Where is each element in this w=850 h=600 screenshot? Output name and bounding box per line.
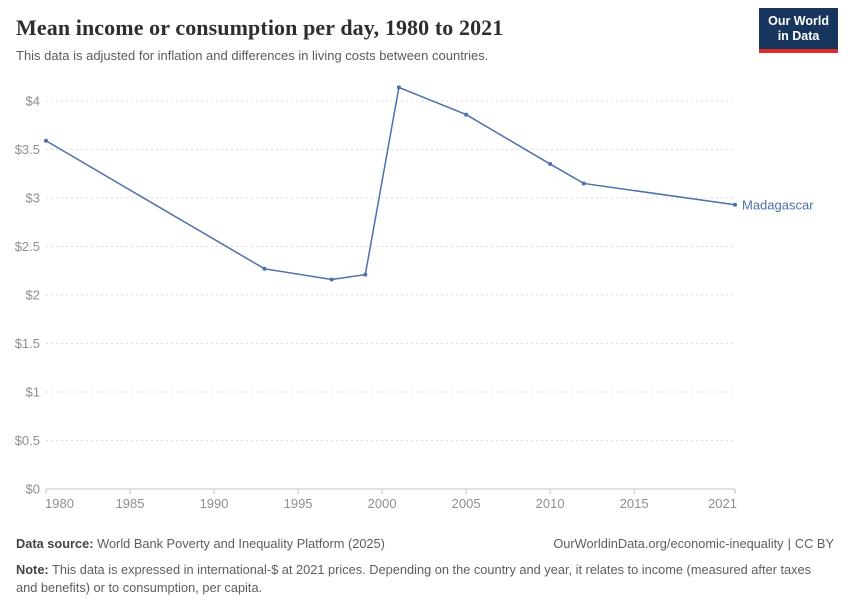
- y-tick-label: $0: [26, 482, 40, 497]
- x-tick-label: 2015: [620, 496, 649, 511]
- owid-logo: Our World in Data: [759, 8, 838, 53]
- note-text: This data is expressed in international-…: [16, 561, 812, 596]
- license-badge: CC BY: [794, 536, 834, 551]
- series-end-label: Madagascar: [742, 197, 814, 212]
- data-point: [329, 277, 334, 282]
- x-tick-label: 2000: [368, 496, 397, 511]
- data-point: [396, 85, 401, 90]
- x-tick-label: 2010: [536, 496, 565, 511]
- separator: |: [787, 536, 791, 551]
- data-source-line: Data source: World Bank Poverty and Ineq…: [16, 535, 385, 554]
- y-tick-label: $3.5: [15, 142, 40, 157]
- x-tick-label: 2021: [708, 496, 737, 511]
- x-tick-label: 1995: [284, 496, 313, 511]
- note-line: Note: This data is expressed in internat…: [16, 561, 828, 598]
- data-source-text: World Bank Poverty and Inequality Platfo…: [97, 536, 385, 551]
- data-point: [262, 266, 267, 271]
- chart-title: Mean income or consumption per day, 1980…: [16, 15, 504, 40]
- chart-subtitle: This data is adjusted for inflation and …: [16, 48, 489, 63]
- y-tick-label: $3: [26, 191, 40, 206]
- footer: Data source: World Bank Poverty and Ineq…: [0, 526, 850, 598]
- y-tick-label: $0.5: [15, 433, 40, 448]
- data-point: [548, 162, 553, 167]
- logo-line-2: in Data: [777, 29, 820, 43]
- logo-line-1: Our World: [768, 14, 829, 28]
- note-label: Note:: [16, 561, 49, 577]
- y-tick-label: $2: [26, 288, 40, 303]
- data-line: [45, 86, 736, 281]
- source-row: Data source: World Bank Poverty and Ineq…: [16, 535, 834, 554]
- data-point: [733, 202, 737, 207]
- x-tick-label: 1990: [200, 496, 229, 511]
- data-source-label: Data source:: [16, 536, 94, 551]
- x-tick-label: 1985: [116, 496, 145, 511]
- citation-url: OurWorldinData.org/economic-inequality: [553, 536, 784, 551]
- y-tick-label: $2.5: [15, 239, 40, 254]
- header: Mean income or consumption per day, 1980…: [0, 0, 850, 63]
- data-point: [44, 138, 48, 143]
- line-chart-svg: $0 $0.5 $1 $1.5 $2 $2.5 $3 $3.5 $4 1980 1985 1990 19…: [15, 85, 814, 511]
- y-tick-label: $1.5: [15, 336, 40, 351]
- x-tick-label: 2005: [452, 496, 481, 511]
- y-tick-label: $1: [26, 385, 40, 400]
- data-point: [581, 181, 586, 186]
- y-tick-label: $4: [26, 94, 40, 109]
- data-point: [363, 272, 368, 277]
- x-tick-label: 1980: [45, 496, 74, 511]
- data-point: [464, 112, 469, 117]
- attribution-line: OurWorldinData.org/economic-inequality | C…: [553, 535, 834, 554]
